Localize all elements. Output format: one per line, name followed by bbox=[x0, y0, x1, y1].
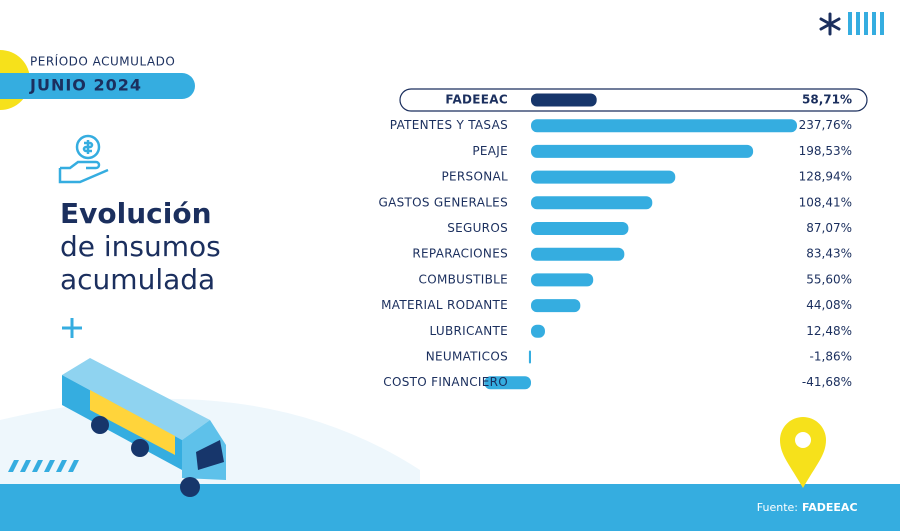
value-label: 87,07% bbox=[806, 221, 852, 235]
bar bbox=[531, 119, 797, 133]
location-pin bbox=[780, 417, 826, 488]
bar bbox=[531, 93, 597, 107]
period-label: PERÍODO ACUMULADO bbox=[30, 54, 175, 69]
title-line: acumulada bbox=[60, 263, 215, 296]
value-label: 198,53% bbox=[799, 144, 852, 158]
bar bbox=[484, 376, 531, 390]
stripes bbox=[8, 460, 79, 472]
value-label: 44,08% bbox=[806, 298, 852, 312]
title-line: de insumos bbox=[60, 230, 221, 263]
bar bbox=[531, 324, 545, 338]
value-label: 83,43% bbox=[806, 247, 852, 261]
category-label: SEGUROS bbox=[447, 221, 508, 235]
category-label: MATERIAL RODANTE bbox=[381, 298, 508, 312]
value-label: 128,94% bbox=[799, 170, 852, 184]
value-label: -1,86% bbox=[810, 350, 852, 364]
source-label: Fuente: bbox=[757, 501, 798, 514]
bar bbox=[531, 299, 581, 313]
money-icon bbox=[58, 134, 109, 184]
logo bbox=[819, 12, 841, 36]
category-label: COMBUSTIBLE bbox=[419, 272, 508, 286]
bar bbox=[528, 350, 531, 364]
category-label: PATENTES Y TASAS bbox=[390, 118, 508, 132]
period-tag bbox=[0, 73, 195, 99]
logo-bars bbox=[848, 12, 884, 35]
source-name: FADEEAC bbox=[802, 501, 858, 514]
highlight-outline bbox=[399, 88, 868, 112]
value-label: 12,48% bbox=[806, 324, 852, 338]
value-label: 108,41% bbox=[799, 195, 852, 209]
category-label: NEUMATICOS bbox=[426, 350, 508, 364]
category-label: LUBRICANTE bbox=[430, 324, 508, 338]
bar bbox=[531, 247, 625, 261]
value-label: 58,71% bbox=[802, 93, 852, 107]
bar bbox=[531, 273, 594, 287]
value-label: -41,68% bbox=[802, 375, 852, 389]
category-label: FADEEAC bbox=[445, 93, 508, 107]
category-label: REPARACIONES bbox=[412, 247, 508, 261]
title-line: Evolución bbox=[60, 197, 212, 230]
category-label: PERSONAL bbox=[442, 170, 509, 184]
category-label: PEAJE bbox=[472, 144, 508, 158]
bar bbox=[531, 170, 676, 184]
value-label: 237,76% bbox=[799, 118, 852, 132]
bottom-band bbox=[0, 484, 900, 531]
period: JUNIO 2024 bbox=[29, 76, 142, 95]
bar bbox=[531, 196, 653, 210]
value-label: 55,60% bbox=[806, 272, 852, 286]
category-label: GASTOS GENERALES bbox=[378, 195, 508, 209]
truck bbox=[62, 358, 226, 497]
bar bbox=[531, 144, 754, 158]
bar bbox=[531, 222, 629, 235]
category-label: COSTO FINANCIERO bbox=[383, 375, 508, 389]
plus-icon bbox=[62, 318, 82, 338]
